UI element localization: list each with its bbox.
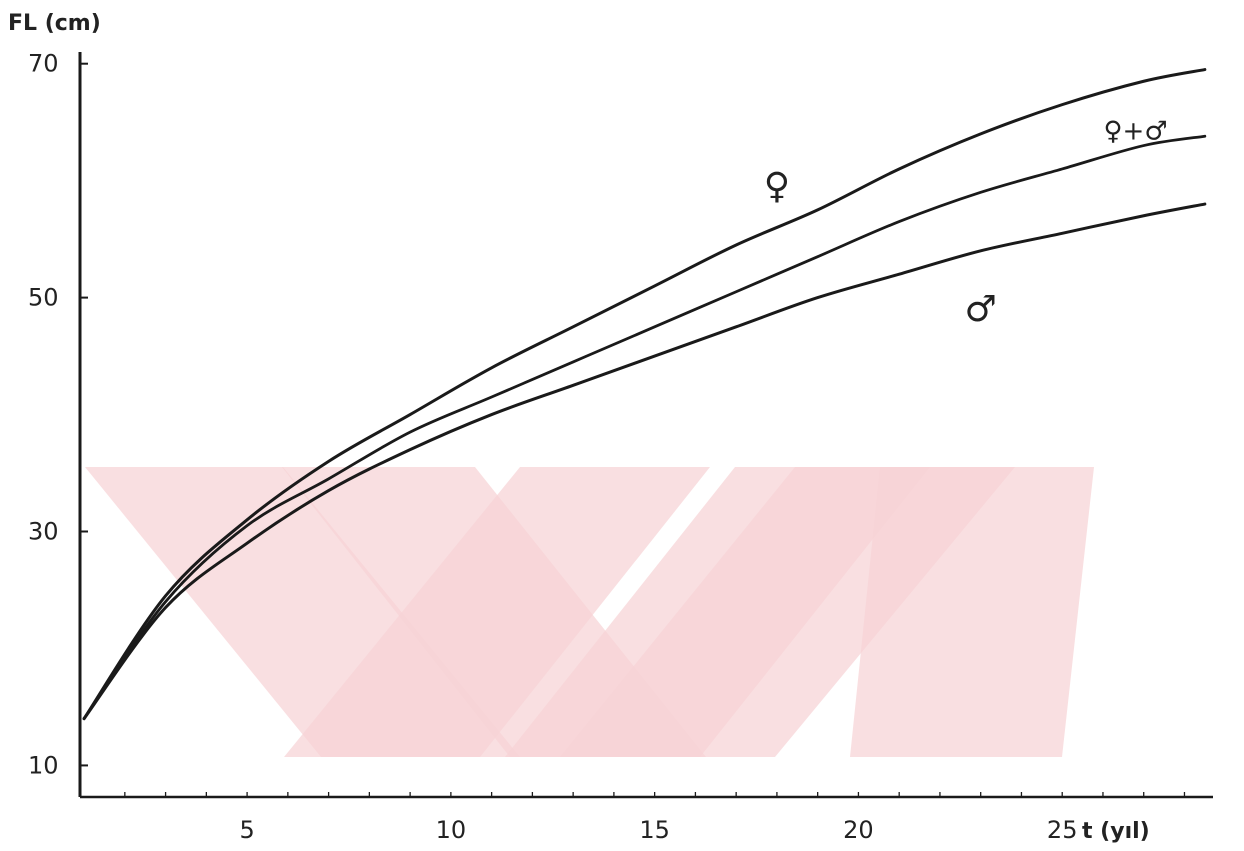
x-tick-label: 10 [436,816,467,844]
y-tick-label: 70 [28,50,59,78]
y-tick-label: 50 [28,284,59,312]
series-label-2: ♀+♂ [1103,117,1167,147]
x-tick-label: 25 [1047,816,1078,844]
y-axis-label: FL (cm) [8,11,101,36]
series-label-1: ♀ [764,166,790,207]
watermark [85,467,1094,757]
x-tick-label: 5 [239,816,254,844]
x-tick-label: 15 [639,816,670,844]
y-tick-label: 30 [28,518,59,546]
x-tick-label: 20 [843,816,874,844]
y-tick-label: 10 [28,751,59,779]
x-axis-ticks: 5 10 15 20 25 [125,792,1185,844]
series-label-3: ♂ [965,289,997,330]
x-axis-label: t (yıl) [1082,819,1150,844]
